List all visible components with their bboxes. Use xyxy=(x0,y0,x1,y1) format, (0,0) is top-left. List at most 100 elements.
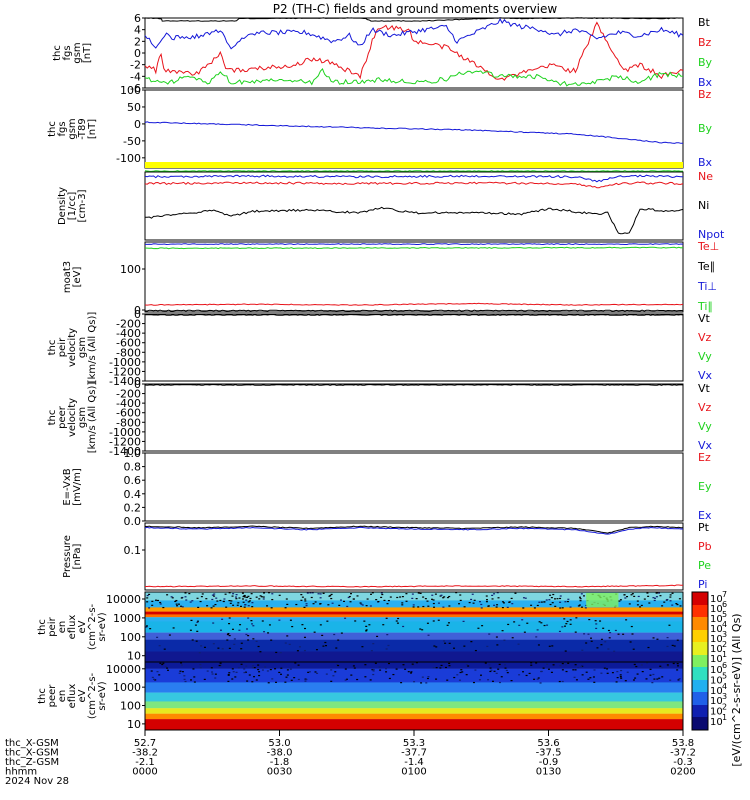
spectrogram-feature xyxy=(586,593,619,607)
spectrogram-band xyxy=(145,708,683,714)
spectrogram-speck xyxy=(263,592,266,594)
spectrogram-speck xyxy=(606,672,609,674)
spectrogram-speck xyxy=(599,620,602,622)
y-tick-label: 0.1 xyxy=(124,544,142,557)
spectrogram-speck xyxy=(437,619,440,621)
x-row-label: thc_X-GSM xyxy=(5,738,59,749)
colorbar-cell xyxy=(692,680,708,682)
spectrogram-speck xyxy=(305,605,308,607)
spectrogram-speck xyxy=(295,603,298,606)
spectrogram-speck xyxy=(549,594,552,596)
spectrogram-speck xyxy=(275,651,278,654)
colorbar-cell xyxy=(692,596,708,598)
spectrogram-speck xyxy=(546,663,549,665)
series-line-Ne xyxy=(144,181,684,189)
spectrogram-speck xyxy=(267,682,270,684)
spectrogram-speck xyxy=(251,602,254,604)
spectrogram-speck xyxy=(303,606,306,608)
spectrogram-speck xyxy=(495,606,498,608)
spectrogram-speck xyxy=(375,599,378,601)
time-axis: thc_X-GSM 52.7 53.0 53.3 53.6 53.8 thc_X-GSM -3… xyxy=(5,730,696,787)
spectrogram-speck xyxy=(530,604,533,606)
spectrogram-speck xyxy=(219,664,222,667)
spectrogram-speck xyxy=(212,605,215,607)
y-tick-label: -1400 xyxy=(109,445,141,458)
spectrogram-speck xyxy=(625,619,628,621)
spectrogram-speck xyxy=(410,671,413,673)
spectrogram-speck xyxy=(426,677,429,680)
y-tick-label: 50 xyxy=(127,101,141,114)
colorbar-cell xyxy=(692,621,708,623)
colorbar-cell xyxy=(692,630,708,632)
spectrogram-speck xyxy=(352,598,355,600)
spectrogram-band xyxy=(145,614,683,618)
spectrogram-speck xyxy=(626,671,629,673)
colorbar-cell xyxy=(692,676,708,678)
spectrogram-speck xyxy=(616,670,619,673)
colorbar-cell xyxy=(692,625,708,627)
spectrogram-speck xyxy=(240,648,243,650)
y-tick-label: -50 xyxy=(123,135,141,148)
spectrogram-speck xyxy=(671,592,674,594)
spectrogram-speck xyxy=(548,645,551,647)
spectrogram-speck xyxy=(260,596,263,598)
spectrogram-speck xyxy=(146,597,149,599)
spectrogram-speck xyxy=(385,648,388,650)
spectrogram-speck xyxy=(613,650,616,652)
spectrogram-speck xyxy=(243,606,246,608)
spectrogram-speck xyxy=(338,604,341,606)
spectrogram-speck xyxy=(600,638,603,640)
spectrogram-speck xyxy=(501,630,504,632)
colorbar-cell xyxy=(692,644,708,646)
spectrogram-speck xyxy=(522,597,525,599)
spectrogram-speck xyxy=(300,599,303,601)
spectrogram-speck xyxy=(156,671,159,673)
spectrogram-speck xyxy=(244,671,247,673)
y-tick-label: -1200 xyxy=(109,435,141,448)
spectrogram-speck xyxy=(595,623,598,625)
y-axis-label: thc xyxy=(47,410,58,426)
spectrogram-speck xyxy=(600,644,603,646)
spectrogram-speck xyxy=(471,593,474,595)
spectrogram-speck xyxy=(311,592,314,594)
spectrogram-speck xyxy=(585,642,588,644)
spectrogram-speck xyxy=(257,664,260,666)
colorbar-cell xyxy=(692,619,708,621)
colorbar-cell xyxy=(692,642,708,644)
spectrogram-speck xyxy=(337,639,340,641)
spectrogram-speck xyxy=(671,644,674,647)
spectrogram-speck xyxy=(435,646,438,648)
spectrogram-speck xyxy=(646,592,649,594)
spectrogram-speck xyxy=(345,678,348,680)
spectrogram-speck xyxy=(296,650,299,652)
spectrogram-speck xyxy=(485,599,488,601)
spectrogram-speck xyxy=(372,673,375,676)
spectrogram-speck xyxy=(180,597,183,599)
spectrogram-speck xyxy=(235,594,238,596)
spectrogram-speck xyxy=(257,668,260,671)
spectrogram-speck xyxy=(389,596,392,598)
spectrogram-speck xyxy=(443,596,446,598)
spectrogram-speck xyxy=(624,680,627,682)
spectrogram-speck xyxy=(247,595,250,597)
y-tick-label: 0 xyxy=(134,118,141,131)
y-tick-label: 0.2 xyxy=(124,501,142,514)
spectrogram-speck xyxy=(206,670,209,672)
y-axis-label: [eV] xyxy=(72,267,83,288)
spectrogram-speck xyxy=(537,677,540,679)
spectrogram-speck xyxy=(361,604,364,606)
spectrogram-speck xyxy=(558,680,561,683)
spectrogram-speck xyxy=(286,635,289,637)
spectrogram-speck xyxy=(401,602,404,604)
spectrogram-speck xyxy=(453,647,456,649)
spectrogram-speck xyxy=(245,633,248,636)
y-axis-label: fgs xyxy=(57,121,68,136)
colorbar-cell xyxy=(692,659,708,661)
colorbar-cell xyxy=(692,679,708,681)
x-row-label: hhmm xyxy=(5,767,37,778)
colorbar-cell xyxy=(692,720,708,722)
spectrogram-speck xyxy=(196,621,199,623)
spectrogram-speck xyxy=(673,645,676,647)
spectrogram-speck xyxy=(430,598,433,600)
